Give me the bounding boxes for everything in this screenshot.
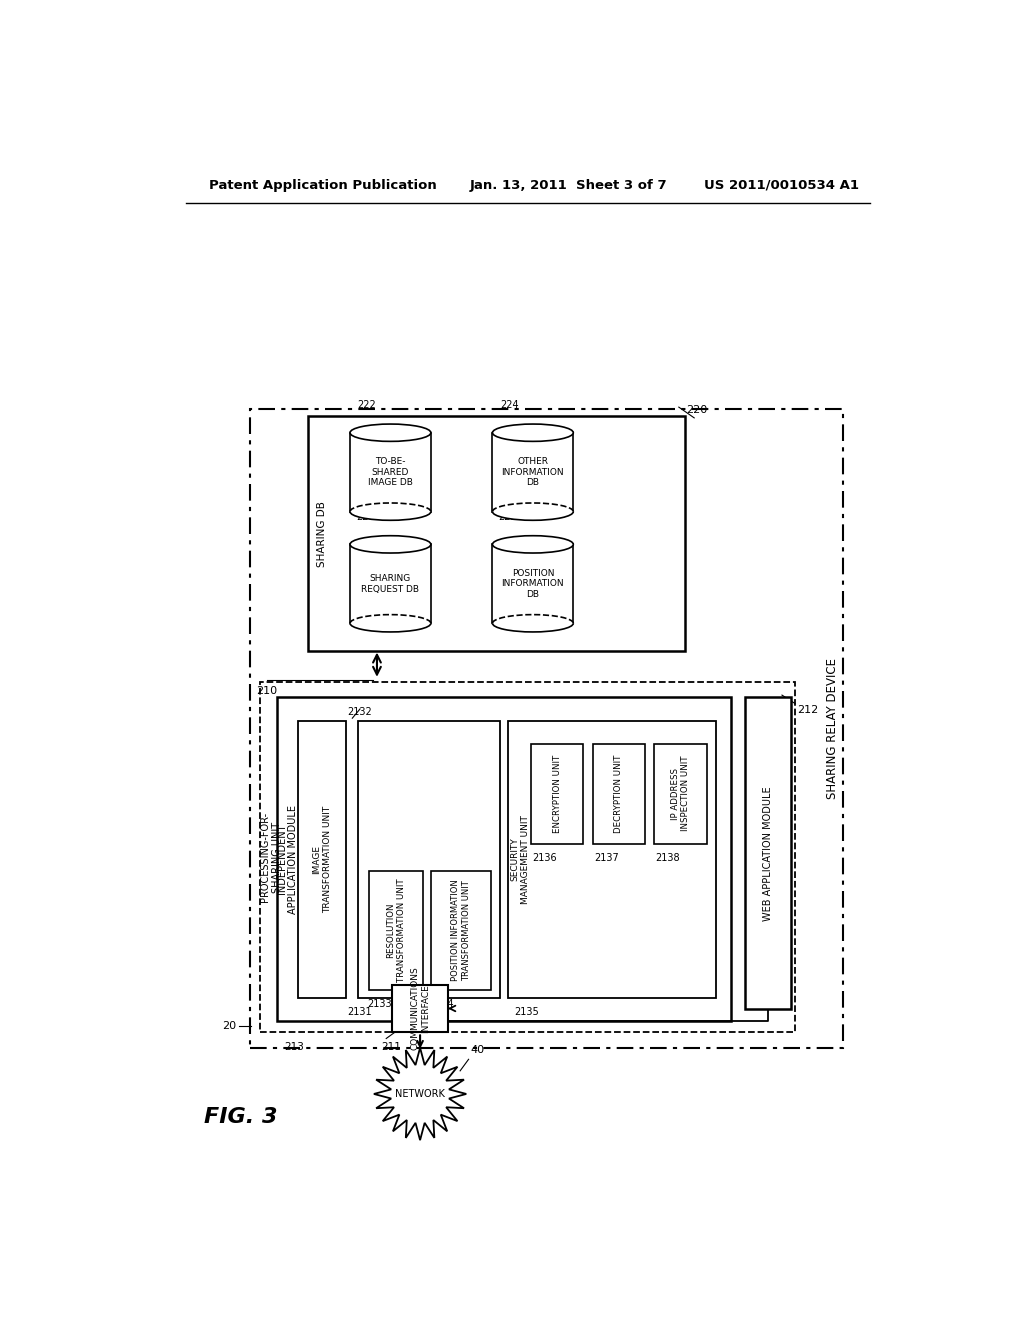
- Text: 2135: 2135: [514, 1007, 539, 1016]
- FancyBboxPatch shape: [276, 697, 731, 1020]
- Text: 2138: 2138: [655, 853, 680, 863]
- Text: 20: 20: [222, 1022, 237, 1031]
- Text: POSITION INFORMATION
TRANSFORMATION UNIT: POSITION INFORMATION TRANSFORMATION UNIT: [452, 879, 471, 981]
- FancyBboxPatch shape: [298, 721, 346, 998]
- Text: 213: 213: [285, 1041, 304, 1052]
- Text: NETWORK: NETWORK: [395, 1089, 445, 1100]
- FancyBboxPatch shape: [593, 743, 645, 843]
- Text: 2134: 2134: [429, 999, 454, 1010]
- FancyBboxPatch shape: [531, 743, 584, 843]
- FancyBboxPatch shape: [508, 721, 716, 998]
- Text: DECRYPTION UNIT: DECRYPTION UNIT: [614, 755, 624, 833]
- Text: PROCESSING-FOR-
SHARING UNIT: PROCESSING-FOR- SHARING UNIT: [260, 812, 282, 903]
- Text: 210: 210: [256, 686, 278, 696]
- Text: 40: 40: [470, 1045, 484, 1056]
- Text: 224: 224: [500, 400, 519, 411]
- FancyBboxPatch shape: [745, 697, 792, 1010]
- Text: 220: 220: [686, 405, 708, 414]
- Text: SECURITY
MANAGEMENT UNIT: SECURITY MANAGEMENT UNIT: [511, 814, 529, 903]
- Ellipse shape: [493, 536, 573, 553]
- Text: ENCRYPTION UNIT: ENCRYPTION UNIT: [553, 755, 561, 833]
- Text: COMMUNICATIONS
INTERFACE: COMMUNICATIONS INTERFACE: [411, 966, 430, 1051]
- Ellipse shape: [350, 615, 431, 632]
- Text: 2137: 2137: [594, 853, 618, 863]
- Polygon shape: [374, 1048, 466, 1140]
- Text: SHARING RELAY DEVICE: SHARING RELAY DEVICE: [825, 657, 839, 799]
- Ellipse shape: [350, 424, 431, 441]
- Text: US 2011/0010534 A1: US 2011/0010534 A1: [705, 178, 859, 191]
- Text: 2131: 2131: [348, 1007, 373, 1016]
- Text: IP ADDRESS
INSPECTION UNIT: IP ADDRESS INSPECTION UNIT: [671, 756, 690, 832]
- Text: IMAGE
TRANSFORMATION UNIT: IMAGE TRANSFORMATION UNIT: [312, 805, 332, 912]
- FancyBboxPatch shape: [357, 721, 500, 998]
- Text: FIG. 3: FIG. 3: [204, 1107, 278, 1127]
- Text: OTHER
INFORMATION
DB: OTHER INFORMATION DB: [502, 457, 564, 487]
- Text: 222: 222: [357, 400, 377, 411]
- Polygon shape: [260, 682, 795, 1032]
- Text: 2136: 2136: [532, 853, 557, 863]
- Ellipse shape: [350, 536, 431, 553]
- Text: 2132: 2132: [348, 706, 373, 717]
- Text: Jan. 13, 2011  Sheet 3 of 7: Jan. 13, 2011 Sheet 3 of 7: [469, 178, 667, 191]
- Ellipse shape: [493, 424, 573, 441]
- Polygon shape: [350, 544, 431, 623]
- Text: INDEPENDENT
APPLICATION MODULE: INDEPENDENT APPLICATION MODULE: [276, 805, 298, 913]
- Text: 212: 212: [798, 705, 818, 715]
- Text: 221: 221: [356, 512, 375, 521]
- Ellipse shape: [350, 503, 431, 520]
- Text: SHARING DB: SHARING DB: [316, 500, 327, 566]
- Text: 223: 223: [499, 512, 517, 521]
- FancyBboxPatch shape: [307, 416, 685, 651]
- Ellipse shape: [493, 615, 573, 632]
- Ellipse shape: [493, 503, 573, 520]
- Text: 2133: 2133: [368, 999, 392, 1010]
- FancyBboxPatch shape: [370, 871, 423, 990]
- Polygon shape: [493, 544, 573, 623]
- Text: Patent Application Publication: Patent Application Publication: [209, 178, 437, 191]
- Polygon shape: [350, 433, 431, 512]
- Text: RESOLUTION
TRANSFORMATION UNIT: RESOLUTION TRANSFORMATION UNIT: [386, 879, 406, 982]
- Text: TO-BE-
SHARED
IMAGE DB: TO-BE- SHARED IMAGE DB: [368, 457, 413, 487]
- FancyBboxPatch shape: [431, 871, 490, 990]
- FancyBboxPatch shape: [654, 743, 707, 843]
- FancyBboxPatch shape: [392, 985, 447, 1032]
- Text: 211: 211: [381, 1041, 400, 1052]
- Polygon shape: [493, 433, 573, 512]
- Text: POSITION
INFORMATION
DB: POSITION INFORMATION DB: [502, 569, 564, 599]
- Text: WEB APPLICATION MODULE: WEB APPLICATION MODULE: [763, 785, 773, 920]
- Text: SHARING
REQUEST DB: SHARING REQUEST DB: [361, 574, 420, 594]
